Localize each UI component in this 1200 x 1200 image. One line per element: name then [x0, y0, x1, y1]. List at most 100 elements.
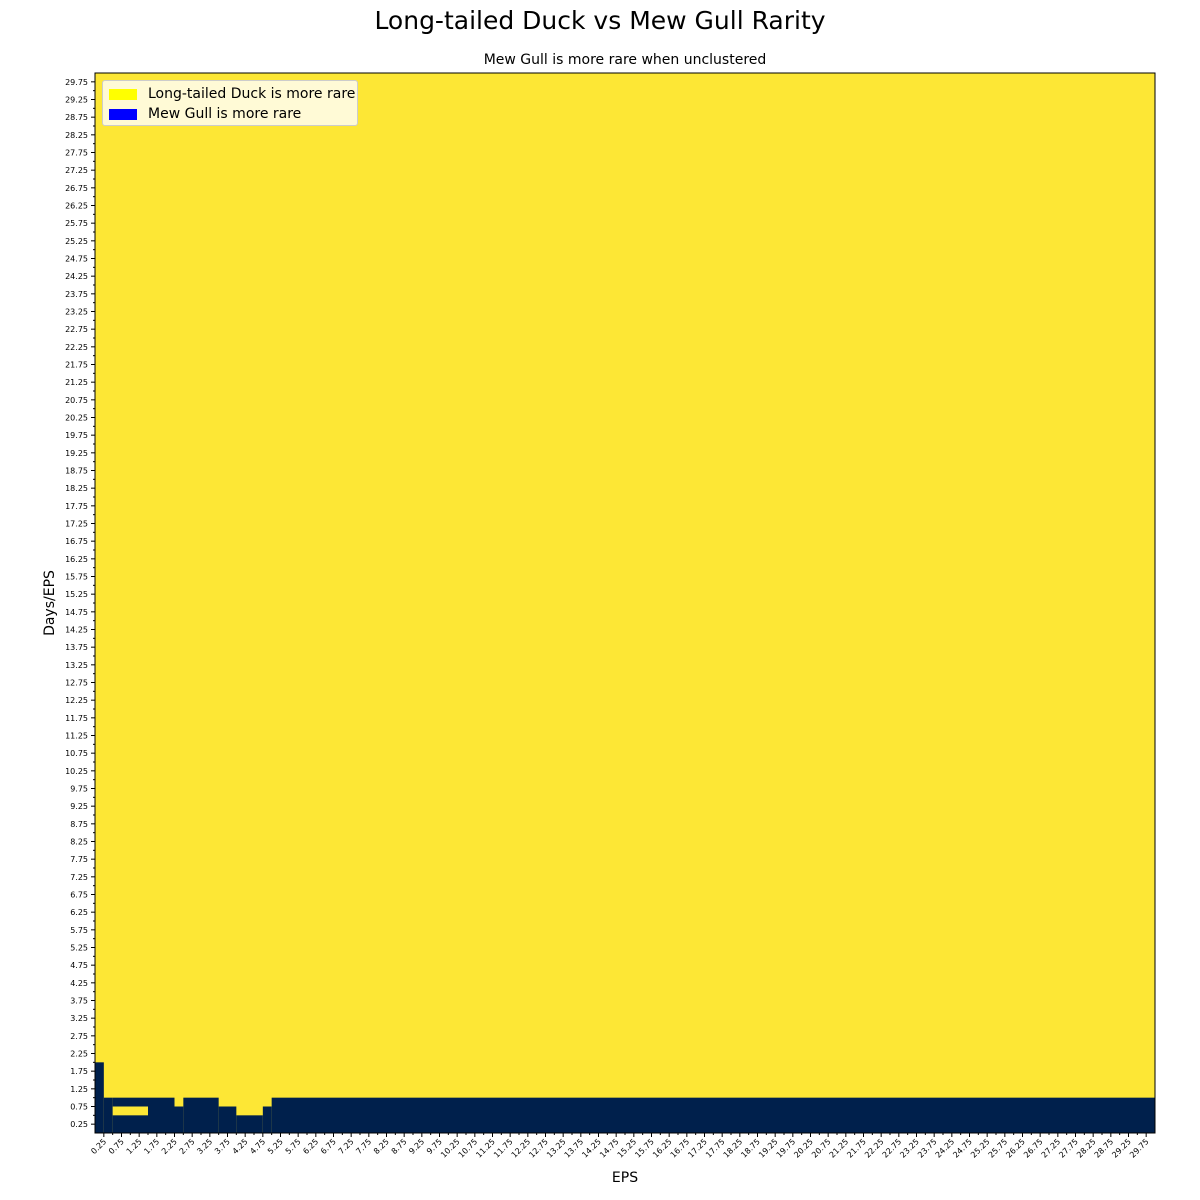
x-tick-label: 14.25: [580, 1137, 603, 1160]
x-tick-label: 13.25: [545, 1137, 568, 1160]
legend-swatch-duck: [109, 88, 137, 100]
y-tick-label: 5.25: [70, 944, 88, 953]
y-tick-label: 24.25: [65, 272, 88, 281]
x-tick-label: 18.25: [722, 1137, 745, 1160]
y-tick-label: 20.25: [65, 414, 88, 423]
y-tick-label: 0.25: [70, 1120, 88, 1129]
y-axis-ticks: 0.25 0.75 1.25 1.75 2.25 2.75 3.25 3.75 4.25 4.75…: [65, 78, 95, 1129]
y-tick-label: 17.75: [65, 502, 88, 511]
x-tick-label: 5.25: [266, 1137, 285, 1156]
legend-swatch-gull: [109, 108, 137, 120]
x-tick-label: 24.75: [951, 1137, 974, 1160]
y-tick-label: 15.75: [65, 573, 88, 582]
x-tick-label: 4.75: [248, 1137, 267, 1156]
x-tick-label: 10.25: [439, 1137, 462, 1160]
x-tick-label: 22.25: [863, 1137, 886, 1160]
x-tick-label: 27.75: [1057, 1137, 1080, 1160]
y-tick-label: 23.75: [65, 290, 88, 299]
y-tick-label: 22.25: [65, 343, 88, 352]
x-tick-label: 10.75: [457, 1137, 480, 1160]
x-tick-label: 23.75: [916, 1137, 939, 1160]
legend: Long-tailed Duck is more rare Mew Gull i…: [102, 80, 358, 126]
x-tick-label: 24.25: [934, 1137, 957, 1160]
y-tick-label: 11.75: [65, 714, 88, 723]
x-tick-label: 9.25: [407, 1137, 426, 1156]
x-tick-label: 12.75: [527, 1137, 550, 1160]
x-tick-label: 8.25: [372, 1137, 391, 1156]
y-tick-label: 14.25: [65, 626, 88, 635]
heatmap-region-gull-rare: [183, 1097, 219, 1133]
y-tick-label: 19.75: [65, 431, 88, 440]
x-tick-label: 7.75: [354, 1137, 373, 1156]
x-axis-ticks: 0.250.751.251.752.252.753.253.754.254.75…: [89, 1133, 1151, 1160]
heatmap-region-gull-rare: [95, 1062, 104, 1133]
x-tick-label: 17.25: [686, 1137, 709, 1160]
x-tick-label: 25.25: [969, 1137, 992, 1160]
x-tick-label: 4.25: [231, 1137, 250, 1156]
x-tick-label: 6.75: [319, 1137, 338, 1156]
chart-title: Long-tailed Duck vs Mew Gull Rarity: [374, 6, 826, 35]
y-tick-label: 6.75: [70, 891, 88, 900]
y-tick-label: 12.25: [65, 696, 88, 705]
x-tick-label: 23.25: [898, 1137, 921, 1160]
y-tick-label: 29.75: [65, 78, 88, 87]
x-tick-label: 2.75: [178, 1137, 197, 1156]
x-tick-label: 29.25: [1110, 1137, 1133, 1160]
y-tick-label: 27.25: [65, 166, 88, 175]
y-tick-label: 19.25: [65, 449, 88, 458]
chart-subtitle: Mew Gull is more rare when unclustered: [483, 52, 767, 68]
y-tick-label: 0.75: [70, 1103, 88, 1112]
y-tick-label: 25.25: [65, 237, 88, 246]
y-tick-label: 6.25: [70, 908, 88, 917]
x-tick-label: 11.25: [474, 1137, 497, 1160]
heatmap-cells: [95, 73, 1156, 1133]
y-tick-label: 4.75: [70, 961, 88, 970]
y-tick-label: 9.25: [70, 802, 88, 811]
heatmap-region-gull-rare: [271, 1097, 1156, 1133]
x-tick-label: 3.25: [195, 1137, 214, 1156]
x-tick-label: 25.75: [987, 1137, 1010, 1160]
y-tick-label: 12.75: [65, 679, 88, 688]
x-tick-label: 22.75: [881, 1137, 904, 1160]
heatmap-region-duck-rare: [112, 1106, 148, 1116]
y-tick-label: 15.25: [65, 590, 88, 599]
y-tick-label: 1.25: [70, 1085, 88, 1094]
x-tick-label: 1.25: [125, 1137, 144, 1156]
y-tick-label: 18.25: [65, 484, 88, 493]
x-tick-label: 0.25: [89, 1137, 108, 1156]
x-tick-label: 27.25: [1040, 1137, 1063, 1160]
heatmap-region-gull-rare: [103, 1097, 113, 1133]
y-tick-label: 4.25: [70, 979, 88, 988]
legend-label-duck: Long-tailed Duck is more rare: [148, 86, 356, 102]
y-tick-label: 10.25: [65, 767, 88, 776]
legend-entry-gull: Mew Gull is more rare: [109, 105, 301, 123]
y-tick-label: 16.25: [65, 555, 88, 564]
y-tick-label: 21.75: [65, 361, 88, 370]
x-tick-label: 28.75: [1093, 1137, 1116, 1160]
y-tick-label: 7.75: [70, 855, 88, 864]
y-axis-label: Days/EPS: [42, 570, 58, 636]
x-tick-label: 28.25: [1075, 1137, 1098, 1160]
x-tick-label: 20.25: [792, 1137, 815, 1160]
legend-entry-duck: Long-tailed Duck is more rare: [109, 85, 355, 103]
x-tick-label: 7.25: [337, 1137, 356, 1156]
y-tick-label: 10.75: [65, 749, 88, 758]
x-axis-label: EPS: [612, 1170, 638, 1186]
x-tick-label: 16.75: [669, 1137, 692, 1160]
y-tick-label: 17.25: [65, 520, 88, 529]
x-tick-label: 26.75: [1022, 1137, 1045, 1160]
y-tick-label: 20.75: [65, 396, 88, 405]
y-tick-label: 16.75: [65, 537, 88, 546]
x-tick-label: 11.75: [492, 1137, 515, 1160]
y-tick-label: 23.25: [65, 308, 88, 317]
x-tick-label: 3.75: [213, 1137, 232, 1156]
y-tick-label: 28.25: [65, 131, 88, 140]
y-tick-label: 13.75: [65, 643, 88, 652]
x-tick-label: 21.75: [845, 1137, 868, 1160]
y-tick-label: 18.75: [65, 467, 88, 476]
y-tick-label: 24.75: [65, 255, 88, 264]
heatmap-region-gull-rare: [218, 1106, 237, 1133]
x-tick-label: 19.25: [757, 1137, 780, 1160]
x-tick-label: 14.75: [598, 1137, 621, 1160]
